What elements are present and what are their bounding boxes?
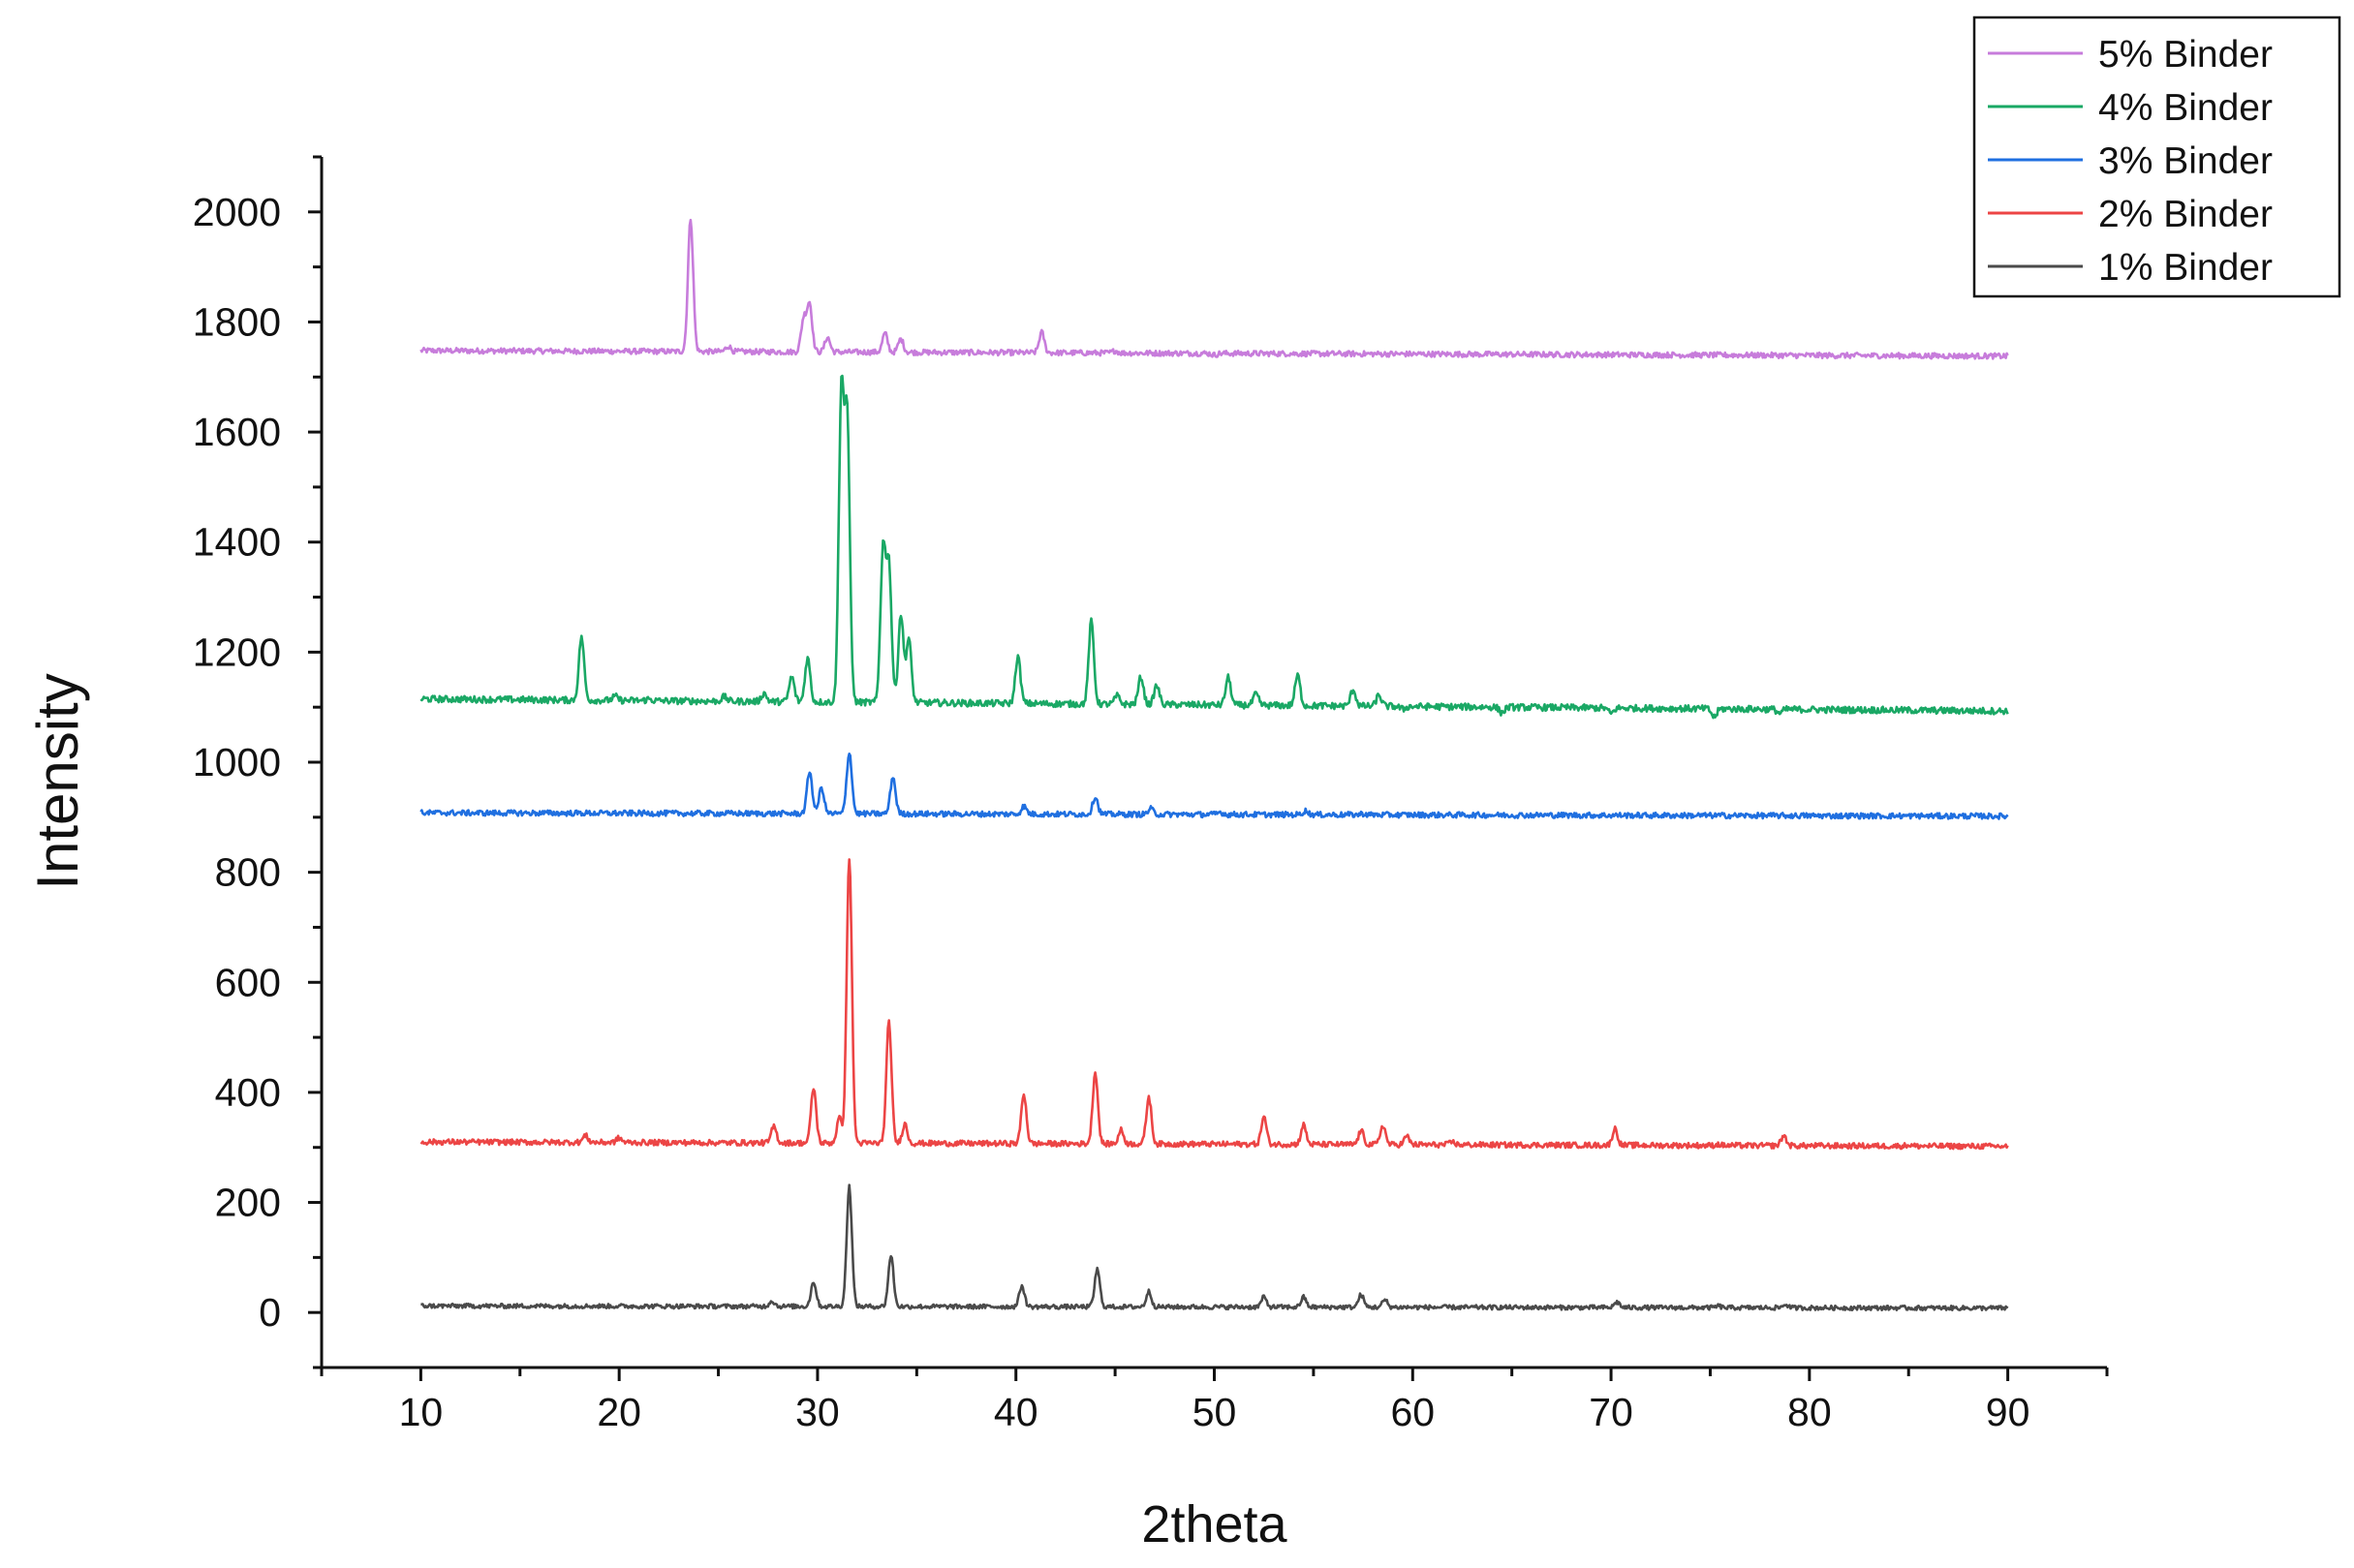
legend-label: 2% Binder [2098,194,2273,235]
series-layer [419,218,2009,1312]
series-line-1 [419,218,2009,360]
x-tick-label: 60 [1390,1390,1435,1434]
legend-label: 1% Binder [2098,247,2273,289]
y-tick-label: 2000 [193,190,281,234]
series-line-3 [419,752,2009,820]
y-tick-label: 400 [215,1070,281,1115]
y-tick-label: 1000 [193,740,281,784]
y-tick-label: 0 [259,1290,281,1335]
y-tick-label: 1800 [193,299,281,344]
x-tick-label: 20 [597,1390,641,1434]
y-tick-label: 1400 [193,520,281,565]
x-axis-title: 2theta [1141,1495,1287,1553]
y-tick-label: 800 [215,850,281,895]
x-tick-label: 80 [1787,1390,1832,1434]
axes-layer: 10 20 30 40 50 60 70 80 90 0 200 400 600 800 1000 1200… [193,155,2109,1434]
series-line-4 [419,858,2009,1151]
x-tick-label: 70 [1589,1390,1633,1434]
x-tick-label: 10 [399,1390,444,1434]
y-tick-label: 600 [215,960,281,1004]
y-axis-ticks: 0 200 400 600 800 1000 1200 1400 1600 1800 2000 [193,155,322,1369]
legend: 5% Binder 4% Binder 3% Binder 2% Binder 1% B… [1972,15,2341,298]
legend-label: 3% Binder [2098,140,2273,182]
plot-area: 10 20 30 40 50 60 70 80 90 0 200 400 600 800 1000 1200… [193,155,2109,1434]
y-axis-title: Intensity [25,673,90,889]
x-tick-label: 50 [1192,1390,1237,1434]
x-tick-label: 40 [994,1390,1038,1434]
x-axis-ticks: 10 20 30 40 50 60 70 80 90 [320,1368,2109,1434]
legend-label: 5% Binder [2098,34,2273,76]
y-tick-label: 1200 [193,630,281,674]
legend-label: 4% Binder [2098,87,2273,129]
x-tick-label: 30 [795,1390,840,1434]
y-tick-label: 1600 [193,410,281,454]
legend-items: 5% Binder 4% Binder 3% Binder 2% Binder 1% B… [1988,34,2273,289]
series-line-2 [419,374,2009,720]
series-line-5 [420,1184,2009,1312]
y-tick-label: 200 [215,1181,281,1225]
legend-box [1972,15,2341,298]
x-tick-label: 90 [1986,1390,2030,1434]
